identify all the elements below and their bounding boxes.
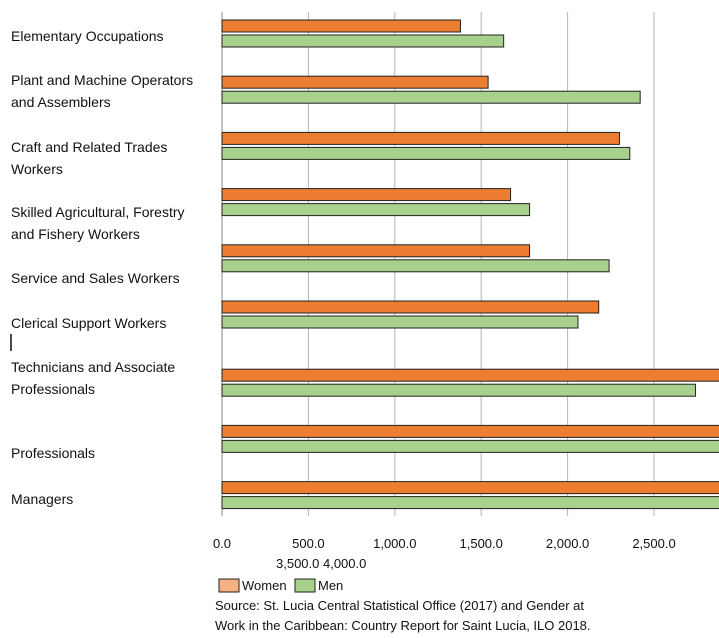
source-note: Source: St. Lucia Central Statistical Of… <box>215 598 591 633</box>
bar-women <box>221 75 489 89</box>
category-label: Managers <box>11 491 73 507</box>
bar-men <box>221 383 696 397</box>
bar-men <box>221 90 641 104</box>
source-line: Source: St. Lucia Central Statistical Of… <box>215 598 584 613</box>
x-tick-label: 2,000.0 <box>546 536 589 551</box>
category-label: Service and Sales Workers <box>11 270 180 286</box>
bar-men <box>221 146 631 160</box>
bar-women <box>221 188 512 202</box>
bars <box>221 19 719 510</box>
bar-women <box>221 244 531 258</box>
bar-men <box>221 34 505 48</box>
category-label: and Fishery Workers <box>11 226 140 242</box>
category-label: Craft and Related Trades <box>11 139 167 155</box>
bar-women <box>221 424 719 438</box>
x-axis-ticks: 0.0500.01,000.01,500.02,000.02,500.03,00… <box>213 536 719 571</box>
category-label: Skilled Agricultural, Forestry <box>11 204 185 220</box>
x-tick-label: 1,000.0 <box>373 536 416 551</box>
legend-label-men: Men <box>318 578 343 593</box>
x-tick-label: 1,500.0 <box>460 536 503 551</box>
x-tick-label: 2,500.0 <box>632 536 675 551</box>
category-label: and Assemblers <box>11 94 111 110</box>
category-label: Plant and Machine Operators <box>11 72 193 88</box>
bar-men <box>221 496 719 510</box>
bar-women <box>221 131 620 145</box>
x-tick-label: 0.0 <box>213 536 231 551</box>
category-label: Technicians and Associate <box>11 359 175 375</box>
x-tick-label: 500.0 <box>292 536 325 551</box>
legend: Women Men <box>218 578 343 593</box>
category-label: Clerical Support Workers <box>11 315 166 331</box>
x-tick-label: 3,500.0 4,000.0 <box>276 556 366 571</box>
category-label: Professionals <box>11 381 95 397</box>
bar-men <box>221 259 610 273</box>
legend-swatch-men <box>294 578 316 593</box>
bar-men <box>221 315 579 329</box>
source-line: Work in the Caribbean: Country Report fo… <box>215 618 591 633</box>
category-labels: Elementary Occupations Plant and Machine … <box>10 28 193 507</box>
bar-women <box>221 19 461 33</box>
category-label: Professionals <box>11 445 95 461</box>
legend-label-women: Women <box>242 578 287 593</box>
legend-swatch-women <box>218 578 240 593</box>
bar-women <box>221 481 719 495</box>
bar-women <box>221 368 719 382</box>
category-label: Workers <box>11 161 63 177</box>
bar-men <box>221 439 719 453</box>
bar-women <box>221 300 600 314</box>
bar-men <box>221 203 531 217</box>
category-label: Elementary Occupations <box>11 28 164 44</box>
